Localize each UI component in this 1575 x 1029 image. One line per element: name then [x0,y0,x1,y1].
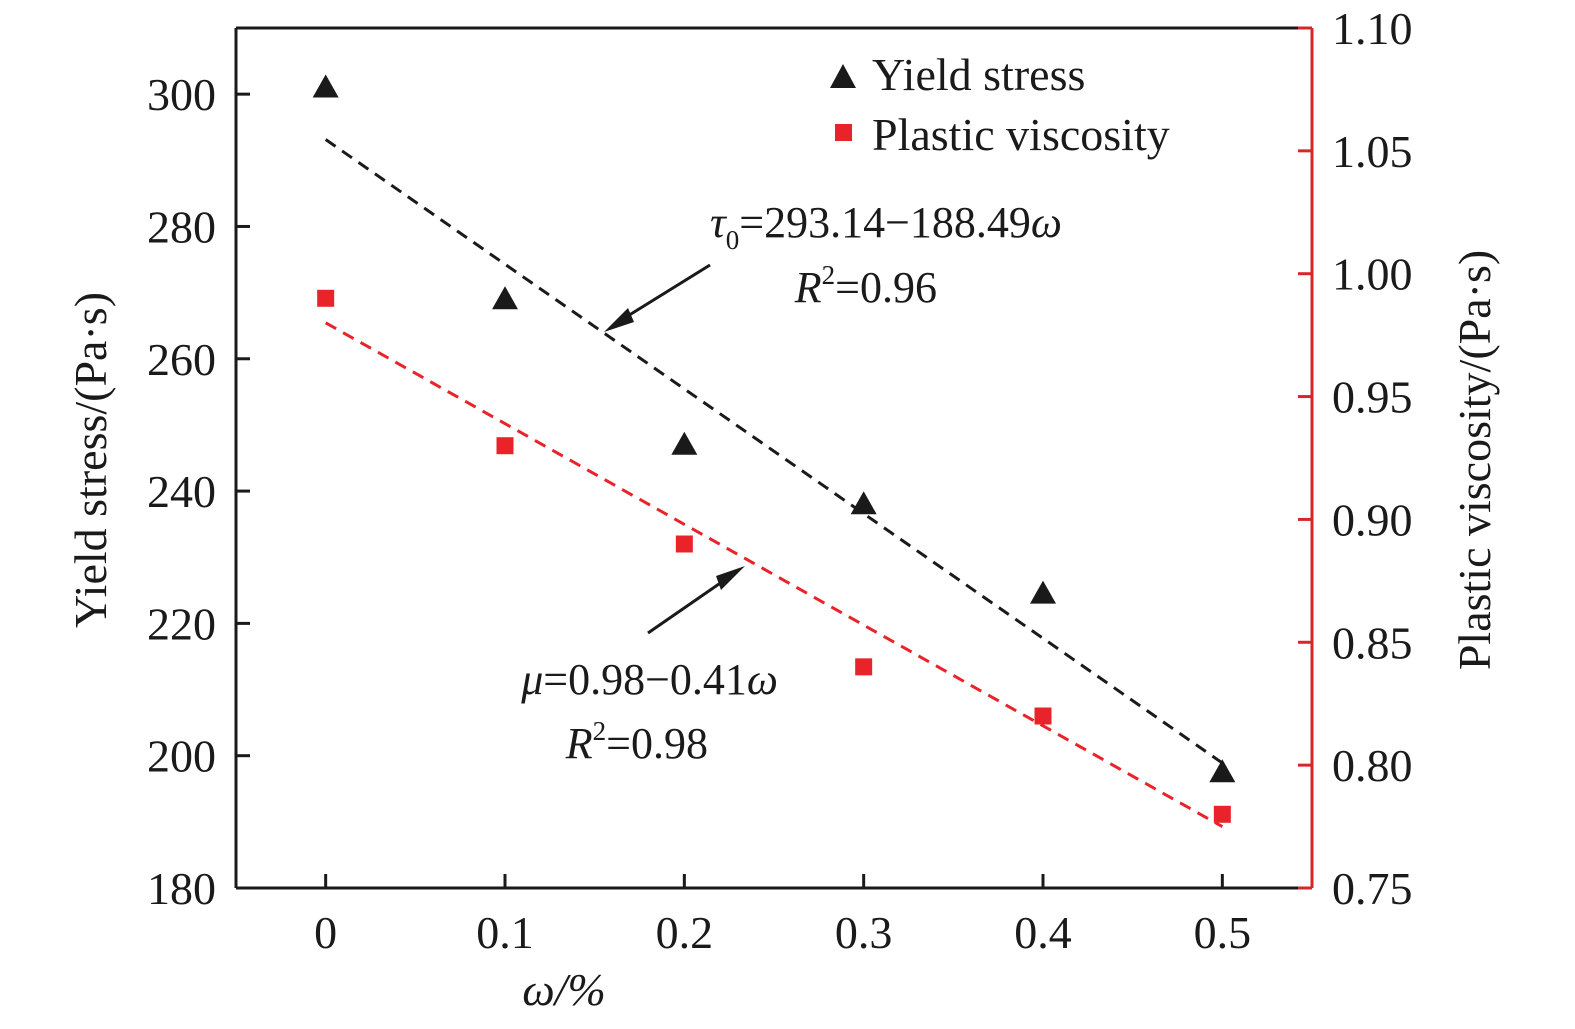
visc-r2-sup: 2 [593,716,607,746]
plastic-viscosity-point [855,658,873,676]
visc-annotation-arrow [647,573,733,635]
y-right-tick-label: 1.00 [1332,249,1413,300]
x-tick-label: 0.4 [1014,907,1072,958]
y-right-tick-label: 0.75 [1332,863,1413,914]
visc-eq-body: =0.98−0.41 [543,655,747,704]
yield-fit-r2: R2=0.96 [794,260,937,312]
yield-stress-point [1030,580,1056,604]
x-axis-title: ω/% [522,964,606,1015]
y-axis-left: 180 200 220 240 260 280 300 [147,69,250,914]
yield-eq-body: =293.14−188.49 [739,198,1031,247]
y-left-tick-label: 180 [147,863,216,914]
legend: Yield stress Plastic viscosity [830,49,1170,160]
yield-eq-subscript: 0 [726,225,740,255]
y-axis-right: 0.75 0.80 0.85 0.90 0.95 1.00 1.05 1.10 [1298,3,1413,914]
legend-marker-plastic-viscosity [835,124,852,141]
yield-eq-var: ω [1031,198,1062,247]
yield-fit-equation: τ0=293.14−188.49ω [710,198,1062,255]
visc-eq-symbol: μ [520,655,543,704]
plastic-viscosity-point [496,437,514,455]
yield-stress-fit-line [324,138,1224,765]
x-tick-label: 0.2 [656,907,714,958]
yield-stress-point [1209,759,1236,783]
legend-marker-yield-stress [830,64,856,88]
y-left-tick-label: 300 [147,69,216,120]
x-axis: 0 0.1 0.2 0.3 0.4 0.5 [314,874,1251,958]
visc-r2-value: =0.98 [606,719,708,768]
fit-lines [324,138,1224,828]
y-right-tick-label: 1.10 [1332,3,1413,54]
y-right-tick-label: 0.85 [1332,617,1413,668]
plot-frame [234,26,1314,890]
x-tick-label: 0.5 [1194,907,1252,958]
x-tick-label: 0 [314,907,337,958]
plastic-viscosity-fit-line [324,321,1224,828]
y-left-axis-title: Yield stress/(Pa·s) [65,292,116,628]
visc-eq-var: ω [747,655,778,704]
x-tick-label: 0.1 [476,907,534,958]
x-tick-label: 0.3 [835,907,893,958]
yield-r2-sup: 2 [822,260,836,290]
y-left-tick-label: 240 [147,466,216,517]
y-left-tick-label: 220 [147,598,216,649]
y-right-axis-title: Plastic viscosity/(Pa·s) [1449,250,1500,670]
y-left-tick-label: 260 [147,334,216,385]
yield-stress-point [492,286,518,310]
yield-stress-point [671,431,698,455]
visc-r2-symbol: R [565,719,593,768]
y-right-tick-label: 0.90 [1332,494,1413,545]
yield-stress-point [312,74,339,98]
plastic-viscosity-point [1034,707,1052,725]
annotation-arrows [604,263,745,635]
y-right-tick-label: 0.80 [1332,740,1413,791]
yield-annotation-arrow [617,263,711,324]
plastic-viscosity-point [317,289,335,307]
legend-label-plastic-viscosity: Plastic viscosity [872,109,1170,160]
yield-r2-symbol: R [794,263,822,312]
y-left-tick-label: 200 [147,731,216,782]
yield-eq-symbol: τ [710,198,728,247]
legend-label-yield-stress: Yield stress [872,49,1085,100]
y-right-tick-label: 1.05 [1332,126,1413,177]
visc-fit-r2: R2=0.98 [565,716,708,768]
y-left-tick-label: 280 [147,201,216,252]
yield-stress-point [850,491,877,515]
yield-r2-value: =0.96 [835,263,937,312]
plastic-viscosity-point [1213,805,1231,823]
plastic-viscosity-point [675,535,693,553]
data-markers [312,74,1236,823]
fit-equations: τ0=293.14−188.49ω R2=0.96 μ=0.98−0.41ω R… [520,198,1062,768]
visc-fit-equation: μ=0.98−0.41ω [520,655,778,704]
visc-arrow-head [716,566,745,590]
yield-arrow-head [604,308,634,332]
y-right-tick-label: 0.95 [1332,372,1413,423]
